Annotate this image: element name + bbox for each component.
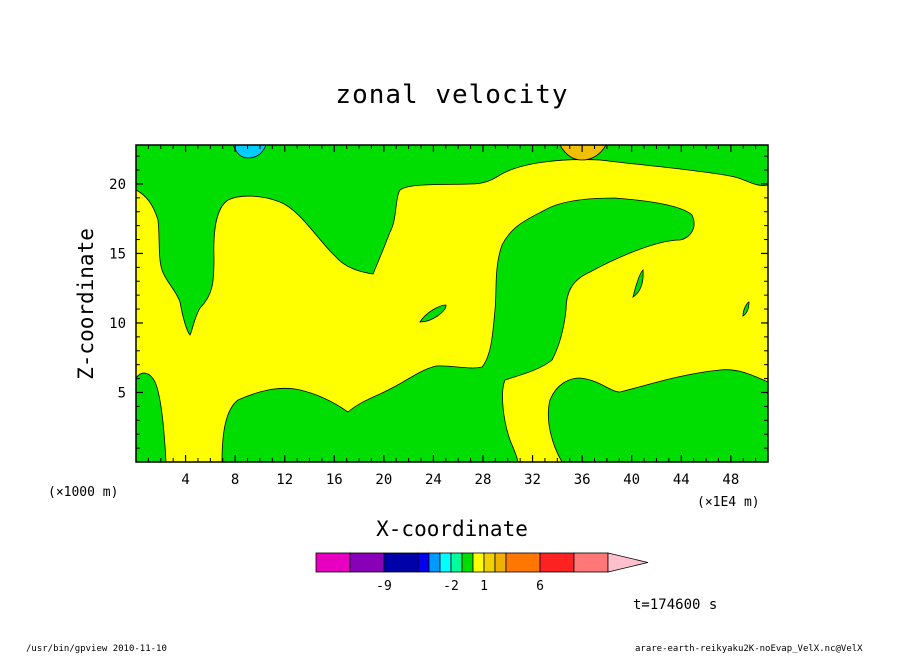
y-axis-label: Z-coordinate	[74, 228, 98, 380]
x-tick-label: 20	[375, 472, 392, 488]
x-tick-label: 12	[276, 472, 293, 488]
time-label: t=174600 s	[633, 597, 717, 613]
plot-frame	[135, 144, 769, 463]
green-region-bottom-right	[547, 369, 768, 462]
x-tick-label: 32	[524, 472, 541, 488]
footer-left: /usr/bin/gpview 2010-11-10	[26, 644, 167, 654]
colorbar-segment	[483, 552, 496, 573]
x-tick-label: 48	[722, 472, 739, 488]
x-axis-ticks: 4 8 12 16 20 24 28 32 36 40 44 48	[147, 145, 757, 488]
colorbar-segment	[417, 552, 430, 573]
cyan-region-top	[232, 145, 267, 159]
x-tick-label: 44	[673, 472, 690, 488]
x-tick-label: 36	[574, 472, 591, 488]
colorbar-tick-label: 6	[536, 579, 544, 594]
x-unit-label: (×1E4 m)	[697, 495, 760, 510]
green-region-bottom	[221, 197, 695, 462]
x-tick-label: 28	[475, 472, 492, 488]
colorbar-ticks: -9 -2 1 6	[376, 579, 544, 594]
chart-title: zonal velocity	[335, 80, 568, 110]
green-contour-speck	[742, 301, 750, 317]
x-tick-label: 8	[231, 472, 239, 488]
green-contour-sliver	[632, 269, 644, 298]
colorbar-segment	[539, 552, 575, 573]
colorbar-tick-label: -2	[443, 579, 459, 594]
x-tick-label: 24	[425, 472, 442, 488]
green-region-bottom-left	[136, 372, 167, 462]
colorbar-tick-label: 1	[480, 579, 488, 594]
y-tick-label: 5	[118, 385, 126, 401]
colorbar-segment	[428, 552, 441, 573]
colorbar-segment	[315, 552, 351, 573]
y-tick-label: 20	[109, 177, 126, 193]
colorbar-segment	[505, 552, 541, 573]
green-contour-island	[419, 304, 447, 323]
y-unit-label: (×1000 m)	[48, 485, 118, 500]
colorbar-segment	[439, 552, 452, 573]
y-axis-ticks: 5 10 15 20	[109, 155, 768, 449]
y-tick-label: 15	[109, 246, 126, 262]
green-region-top	[136, 145, 768, 336]
colorbar-segment	[472, 552, 485, 573]
colorbar-segment	[349, 552, 385, 573]
colorbar-arrow	[607, 552, 649, 573]
plot-area	[136, 145, 768, 462]
colorbar-tick-label: -9	[376, 579, 392, 594]
x-tick-label: 16	[326, 472, 343, 488]
colorbar-segment	[383, 552, 419, 573]
colorbar	[315, 552, 649, 573]
colorbar-segment	[450, 552, 463, 573]
y-tick-label: 10	[109, 316, 126, 332]
footer-right: arare-earth-reikyaku2K-noEvap_VelX.nc@Ve…	[635, 644, 863, 654]
x-tick-label: 40	[623, 472, 640, 488]
x-tick-label: 4	[181, 472, 189, 488]
colorbar-segment	[573, 552, 609, 573]
colorbar-segment	[494, 552, 507, 573]
x-axis-label: X-coordinate	[376, 517, 528, 541]
colorbar-segment	[461, 552, 474, 573]
